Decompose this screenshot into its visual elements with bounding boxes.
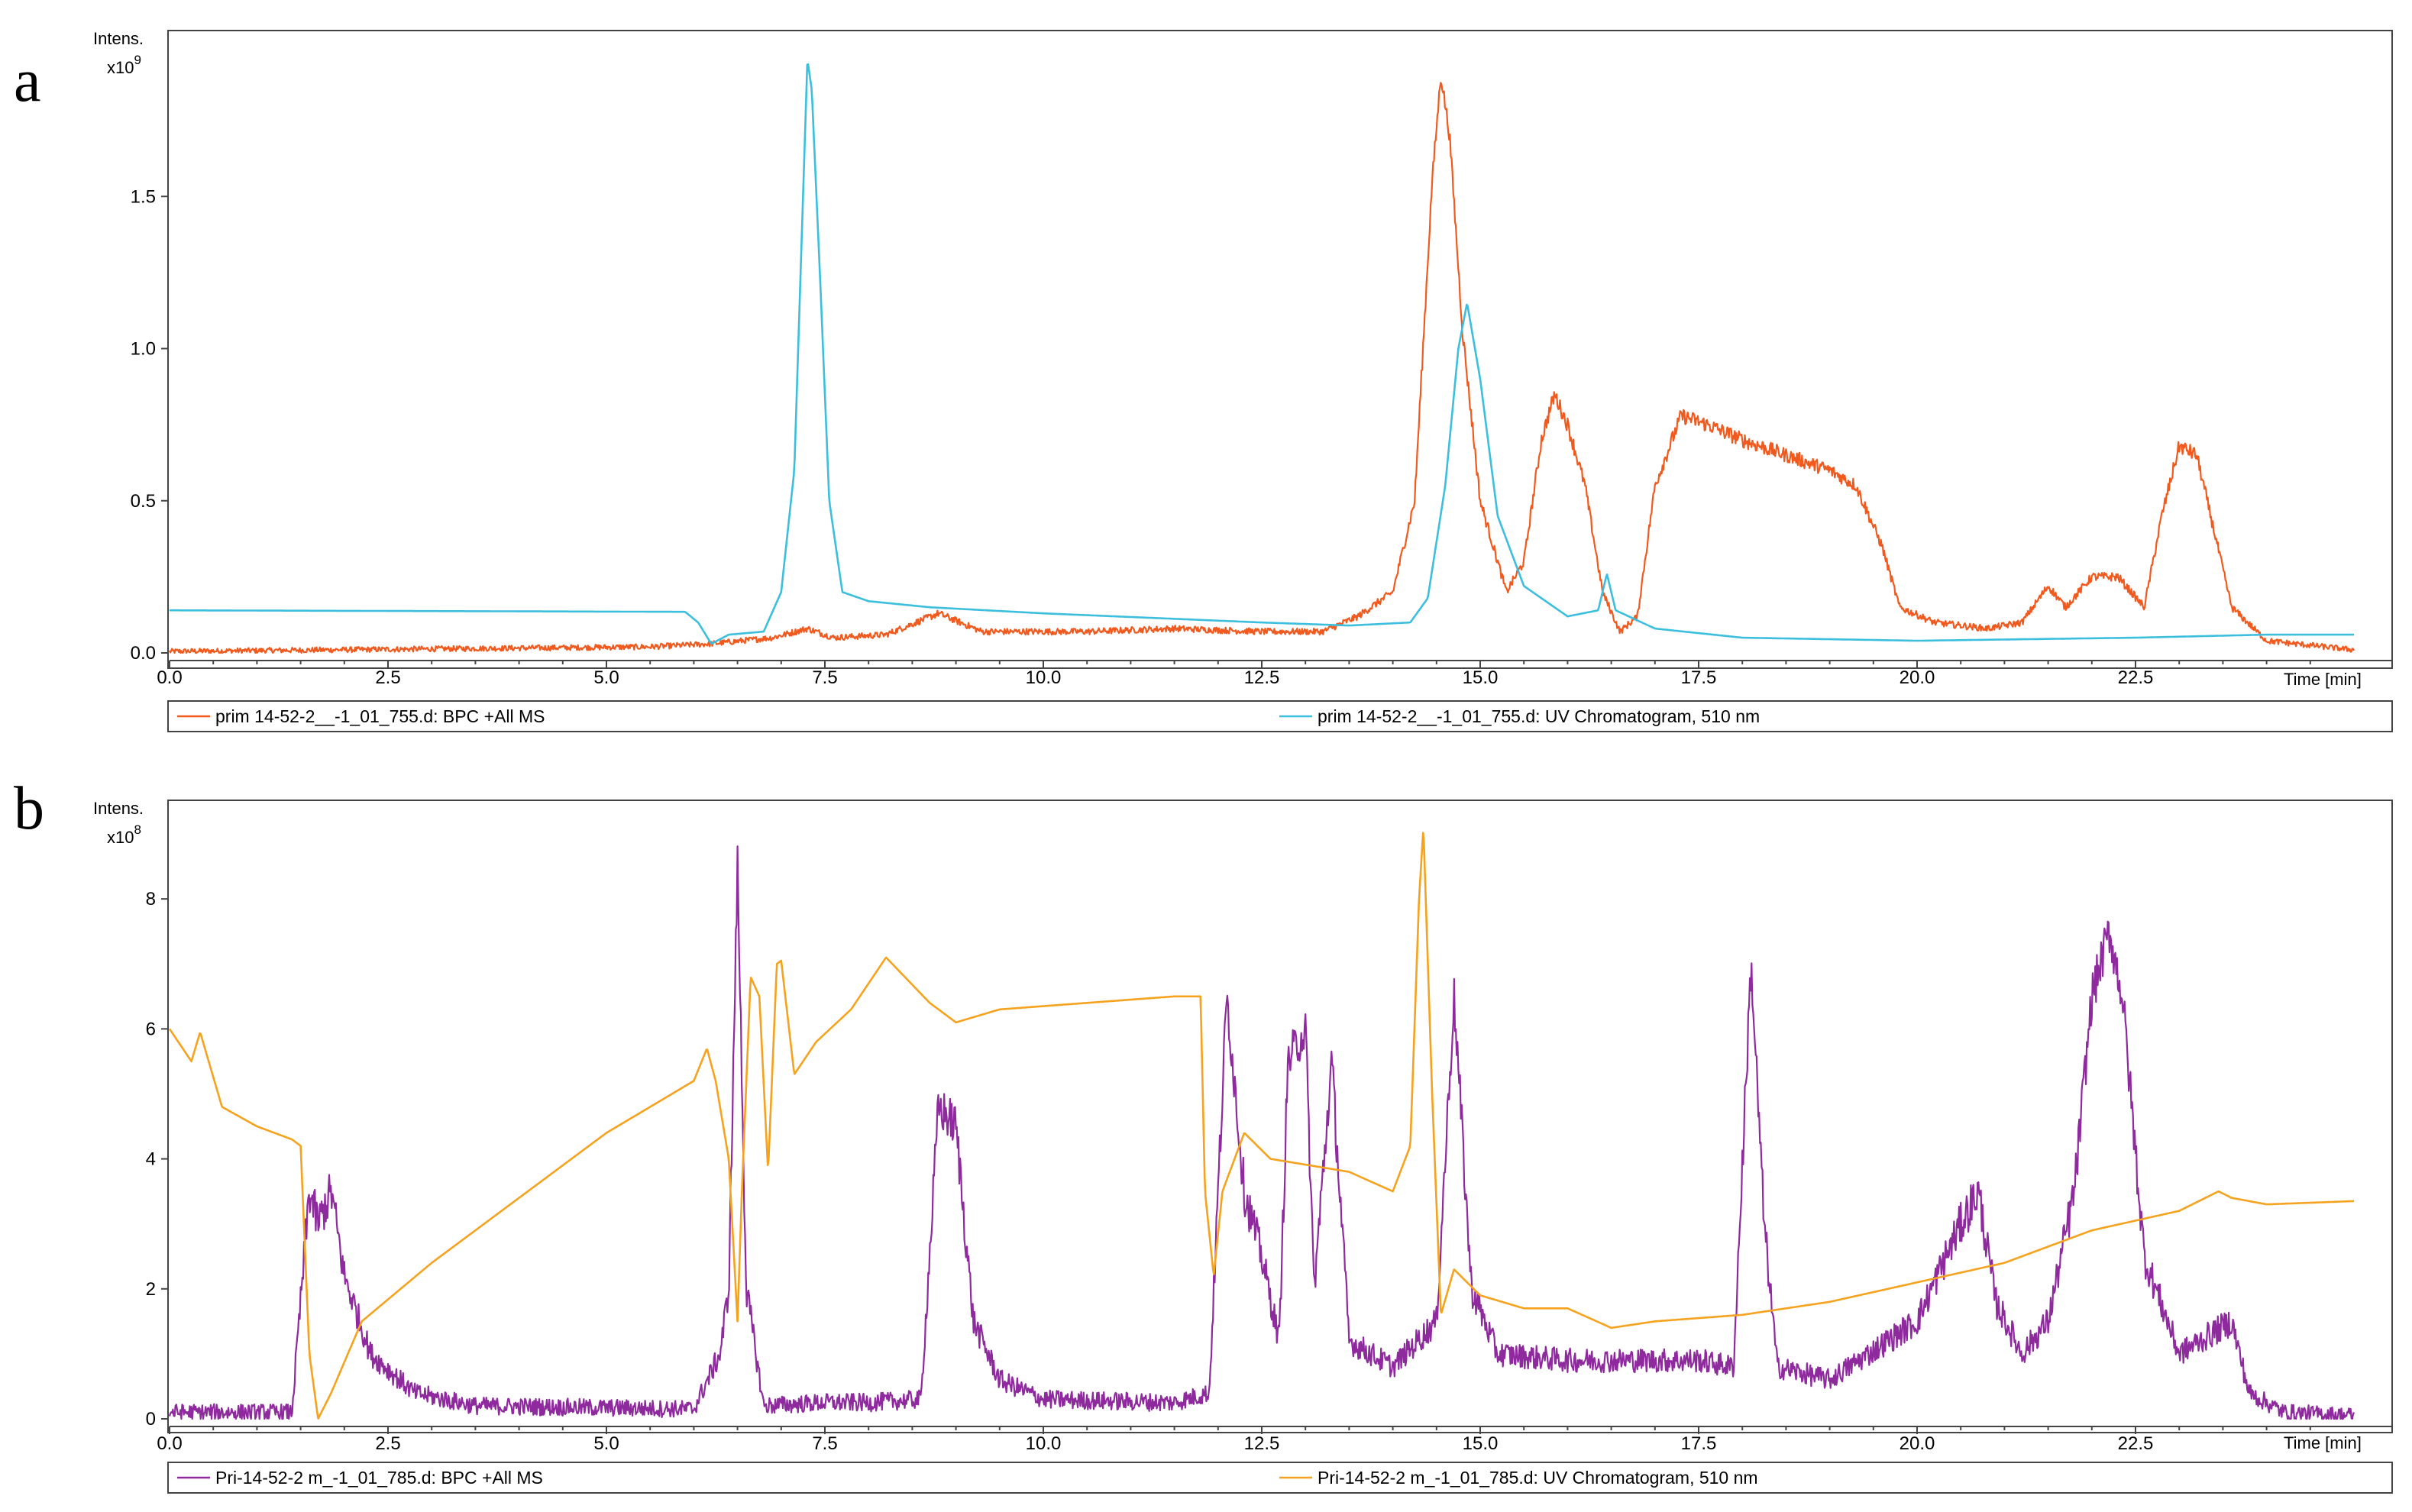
panel-a-series-uv-line [169, 63, 2355, 645]
panel-b-y-multiplier-exponent: 8 [134, 822, 141, 837]
panel-b-y-tick-label: 8 [146, 889, 156, 909]
panel-b-legend-label-uv: Pri-14-52-2 m_-1_01_785.d: UV Chromatogr… [1318, 1468, 1758, 1488]
panel-a-x-tick-label: 20.0 [1900, 667, 1935, 688]
panel-a-legend-label-bpc: prim 14-52-2__-1_01_755.d: BPC +All MS [215, 706, 545, 726]
panel-b-x-tick-label: 0.0 [157, 1433, 182, 1454]
panel-b-plot-frame [167, 800, 2393, 1433]
panel-b-y-tick-label: 2 [146, 1279, 156, 1300]
panel-a-ylabel: Intens. [93, 29, 144, 48]
panel-b-x-tick-label: 7.5 [812, 1433, 837, 1454]
panel-a-x-tick-label: 0.0 [157, 667, 182, 688]
panel-a-x-tick-label: 15.0 [1463, 667, 1499, 688]
panel-a-series [168, 63, 2355, 654]
panel-b-x-tick-label: 10.0 [1026, 1433, 1062, 1454]
panel-a-x-tick-label: 2.5 [375, 667, 400, 688]
panel-a-letter: a [14, 47, 41, 115]
panel-a-y-multiplier: x109 [107, 53, 141, 77]
panel-a-x-tick-label: 5.0 [593, 667, 619, 688]
panel-b-x-tick-label: 15.0 [1463, 1433, 1499, 1454]
panel-b-x-tick-label: 2.5 [375, 1433, 400, 1454]
panel-b-x-ticks: 0.0 2.5 5.0 7.5 10.0 12.5 15.0 17.5 20.0 22.5 [157, 1426, 2392, 1454]
panel-a-y-ticks: 0.0 0.5 1.0 1.5 [131, 186, 169, 664]
panel-a: a Intens. x109 0.0 0.5 1.0 1.5 0.0 2.5 5.0 7.5… [14, 29, 2393, 732]
panel-b-y-tick-label: 0 [146, 1409, 156, 1430]
panel-b-y-multiplier-base: x10 [107, 828, 134, 847]
panel-a-x-tick-label: 7.5 [812, 667, 837, 688]
panel-b-letter: b [14, 775, 44, 842]
panel-a-y-multiplier-base: x10 [107, 58, 134, 77]
panel-a-y-tick-label: 1.0 [131, 339, 156, 360]
panel-b-series [168, 832, 2355, 1420]
panel-b-series-uv-line [168, 832, 2355, 1420]
panel-b-y-tick-label: 6 [146, 1019, 156, 1039]
panel-b-legend-label-bpc: Pri-14-52-2 m_-1_01_785.d: BPC +All MS [215, 1468, 543, 1488]
panel-a-legend [167, 700, 2393, 732]
panel-a-legend-label-uv: prim 14-52-2__-1_01_755.d: UV Chromatogr… [1318, 706, 1760, 726]
panel-b-y-multiplier: x108 [107, 822, 141, 847]
panel-a-x-tick-label: 22.5 [2118, 667, 2154, 688]
panel-a-y-tick-label: 0.0 [131, 643, 156, 664]
panel-a-x-tick-label: 12.5 [1244, 667, 1280, 688]
panel-b-legend [167, 1462, 2393, 1494]
panel-b-x-tick-label: 17.5 [1681, 1433, 1717, 1454]
panel-a-x-tick-label: 17.5 [1681, 667, 1717, 688]
panel-a-y-multiplier-exponent: 9 [134, 53, 141, 67]
panel-b-series-bpc-line [168, 845, 2355, 1420]
panel-b-y-ticks: 0 2 4 6 8 [146, 889, 169, 1430]
panel-a-y-tick-label: 0.5 [131, 491, 156, 512]
panel-b-xlabel: Time [min] [2284, 1433, 2362, 1452]
panel-b-ylabel: Intens. [93, 799, 144, 818]
panel-b-x-tick-label: 22.5 [2118, 1433, 2154, 1454]
panel-a-xlabel: Time [min] [2284, 670, 2362, 689]
panel-a-x-tick-label: 10.0 [1026, 667, 1062, 688]
panel-b-x-tick-label: 20.0 [1900, 1433, 1935, 1454]
panel-a-series-bpc-line [168, 82, 2355, 654]
panel-b-x-tick-label: 12.5 [1244, 1433, 1280, 1454]
panel-a-x-ticks: 0.0 2.5 5.0 7.5 10.0 12.5 15.0 17.5 20.0 22.5 [157, 660, 2392, 688]
panel-b-y-tick-label: 4 [146, 1149, 156, 1170]
panel-a-y-tick-label: 1.5 [131, 186, 156, 207]
panel-b-x-tick-label: 5.0 [593, 1433, 619, 1454]
panel-a-plot-frame [167, 30, 2393, 669]
